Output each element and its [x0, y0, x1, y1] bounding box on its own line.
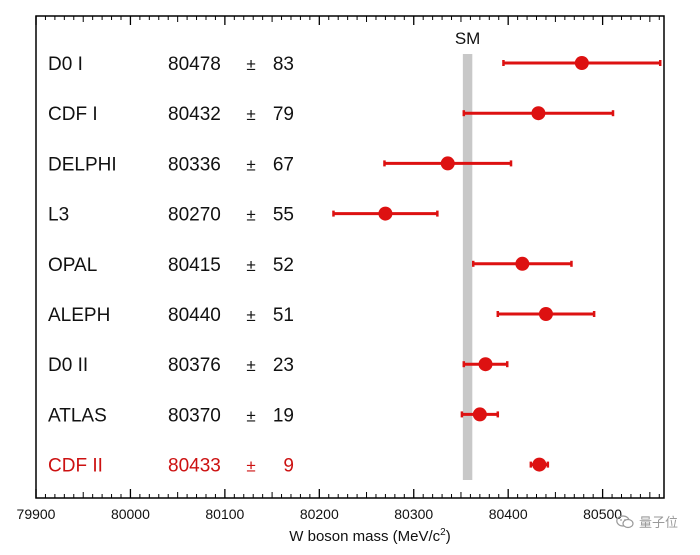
x-axis-label-end: ) [446, 528, 451, 545]
experiment-label: DELPHI [48, 154, 117, 175]
data-point [574, 56, 589, 70]
experiment-label: OPAL [48, 255, 97, 276]
x-tick-label: 80400 [489, 506, 528, 522]
x-tick-label: 80000 [111, 506, 150, 522]
mass-value: 80336 [168, 154, 221, 175]
uncertainty-value: 83 [273, 54, 294, 75]
plus-minus-sign: ± [246, 256, 255, 275]
measurement-row: DELPHI 80336 ±67 [48, 154, 513, 175]
uncertainty-value: 19 [273, 405, 294, 426]
measurement-row: CDF II 80433 ±9 [48, 456, 550, 477]
mass-value: 80376 [168, 355, 221, 376]
uncertainty-value: 23 [273, 355, 294, 376]
experiment-label: D0 II [48, 355, 88, 376]
x-axis-label-main: W boson mass (MeV/c [289, 528, 440, 545]
mass-value: 80415 [168, 255, 221, 276]
mass-value: 80270 [168, 205, 221, 226]
plus-minus-sign: ± [246, 356, 255, 375]
mass-value: 80478 [168, 54, 221, 75]
measurement-row: ATLAS 80370 ±19 [48, 405, 500, 426]
uncertainty-value: 79 [273, 104, 294, 125]
x-axis-label-sup: 2 [440, 527, 446, 538]
uncertainty-value: 51 [273, 305, 294, 326]
experiment-label: CDF I [48, 104, 98, 125]
data-point [378, 206, 393, 221]
experiment-label: D0 I [48, 54, 83, 75]
sm-band-label: SM [455, 29, 481, 48]
plus-minus-sign: ± [246, 105, 255, 124]
data-point [440, 156, 455, 171]
uncertainty-value: 9 [283, 456, 294, 477]
plus-minus-sign: ± [246, 155, 255, 174]
sm-band [462, 54, 473, 480]
experiment-label: ALEPH [48, 305, 110, 326]
x-tick-label: 80500 [583, 506, 622, 522]
watermark: 量子位 [616, 512, 678, 531]
x-tick-label: 80200 [300, 506, 339, 522]
data-point [515, 256, 530, 271]
plus-minus-sign: ± [246, 306, 255, 325]
uncertainty-value: 67 [273, 154, 294, 175]
plot-frame [35, 15, 665, 499]
mass-value: 80432 [168, 104, 221, 125]
measurement-row: ALEPH 80440 ±51 [48, 305, 596, 326]
x-tick-label: 80100 [205, 506, 244, 522]
uncertainty-value: 52 [273, 255, 294, 276]
data-point [478, 357, 493, 372]
plus-minus-sign: ± [246, 406, 255, 425]
uncertainty-value: 55 [273, 205, 294, 226]
mass-value: 80370 [168, 405, 221, 426]
x-tick-label: 80300 [394, 506, 433, 522]
measurement-row: OPAL 80415 ±52 [48, 255, 573, 276]
experiment-label: CDF II [48, 456, 103, 477]
data-point [538, 307, 553, 321]
mass-value: 80433 [168, 456, 221, 477]
plus-minus-sign: ± [246, 206, 255, 225]
mass-value: 80440 [168, 305, 221, 326]
experiment-label: L3 [48, 205, 69, 226]
data-point [531, 106, 546, 121]
experiment-label: ATLAS [48, 405, 107, 426]
x-axis-label: W boson mass (MeV/c2) [289, 527, 450, 545]
measurement-row: D0 II 80376 ±23 [48, 355, 509, 376]
measurement-row: L3 80270 ±55 [48, 205, 439, 226]
plus-minus-sign: ± [246, 55, 255, 74]
measurement-row: D0 I 80478 ±83 [48, 54, 662, 75]
data-point [532, 457, 547, 472]
data-point [472, 407, 487, 422]
plus-minus-sign: ± [246, 457, 255, 476]
watermark-text: 量子位 [638, 516, 678, 531]
measurement-row: CDF I 80432 ±79 [48, 104, 615, 125]
wechat-icon [616, 514, 634, 528]
x-tick-label: 79900 [17, 506, 56, 522]
